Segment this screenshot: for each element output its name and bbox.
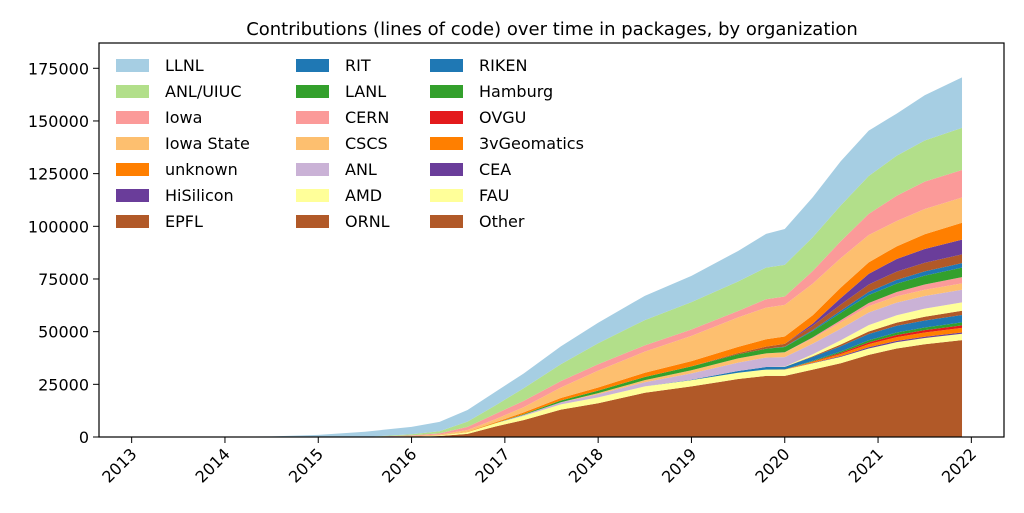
legend-swatch-riken [430,59,463,72]
x-tick-label: 2021 [845,444,887,486]
legend-swatch-other [430,215,463,228]
legend-label-other: Other [479,212,525,231]
legend-swatch-unknown [116,163,149,176]
area-series-iowa-state-17 [131,197,963,437]
legend-label-ovgu: OVGU [479,108,526,127]
legend-swatch-anl-uiuc [116,85,149,98]
legend-swatch-ovgu [430,111,463,124]
x-tick-label: 2019 [658,444,700,486]
legend-label-hisilicon: HiSilicon [165,186,234,205]
y-tick-label: 100000 [28,217,89,236]
x-tick-label: 2017 [471,444,513,486]
legend-label-iowa: Iowa [165,108,202,127]
area-series-other-0 [131,340,963,437]
legend-swatch-hisilicon [116,189,149,202]
legend-label-llnl: LLNL [165,56,204,75]
legend-label-hamburg: Hamburg [479,82,553,101]
area-series-anl-uiuc-19 [131,127,963,438]
legend-label-cern: CERN [345,108,389,127]
y-tick-label: 50000 [38,323,89,342]
legend-swatch-cea [430,163,463,176]
legend-label-fau: FAU [479,186,509,205]
legend-label-rit: RIT [345,56,371,75]
x-axis: 2013 2014 2015 2016 2017 2018 2019 2020 2021 2022 [98,437,980,487]
legend-swatch-hamburg [430,85,463,98]
y-tick-label: 150000 [28,112,89,131]
legend-label-amd: AMD [345,186,382,205]
y-tick-label: 25000 [38,375,89,394]
legend: LLNL ANL/UIUC Iowa Iowa State unknown HiSilic… [116,56,584,231]
legend-swatch-ornl [296,215,329,228]
x-tick-label: 2018 [565,444,607,486]
legend-label-cea: CEA [479,160,511,179]
legend-swatch-cscs [296,137,329,150]
chart-title: Contributions (lines of code) over time … [246,19,858,40]
legend-swatch-iowa [116,111,149,124]
legend-swatch-llnl [116,59,149,72]
y-tick-label: 75000 [38,270,89,289]
legend-label-iowa-state: Iowa State [165,134,250,153]
x-tick-label: 2016 [378,444,420,486]
x-tick-label: 2013 [98,444,140,486]
legend-swatch-3vgeomatics [430,137,463,150]
legend-swatch-fau [430,189,463,202]
legend-label-riken: RIKEN [479,56,527,75]
y-tick-label: 175000 [28,59,89,78]
y-tick-label: 125000 [28,165,89,184]
legend-swatch-iowa-state [116,137,149,150]
legend-swatch-anl [296,163,329,176]
area-series-unknown-16 [131,222,963,437]
legend-label-ornl: ORNL [345,212,390,231]
area-series-group [131,77,963,438]
legend-swatch-amd [296,189,329,202]
x-tick-label: 2014 [192,444,234,486]
legend-label-anl: ANL [345,160,377,179]
x-tick-label: 2015 [285,444,327,486]
x-tick-label: 2020 [751,444,793,486]
plot-frame [98,42,1005,438]
area-series-llnl-20 [131,77,963,437]
x-tick-label: 2022 [938,444,980,486]
legend-swatch-lanl [296,85,329,98]
legend-label-epfl: EPFL [165,212,203,231]
legend-label-anl-uiuc: ANL/UIUC [165,82,242,101]
legend-swatch-rit [296,59,329,72]
area-series-anl-9 [131,289,963,437]
legend-swatch-cern [296,111,329,124]
legend-label-unknown: unknown [165,160,238,179]
legend-label-3vgeomatics: 3vGeomatics [479,134,584,153]
legend-label-cscs: CSCS [345,134,388,153]
legend-swatch-epfl [116,215,149,228]
y-axis: 0 25000 50000 75000 100000 125000 150000 175000 [28,59,99,447]
legend-label-lanl: LANL [345,82,386,101]
y-tick-label: 0 [79,428,89,447]
